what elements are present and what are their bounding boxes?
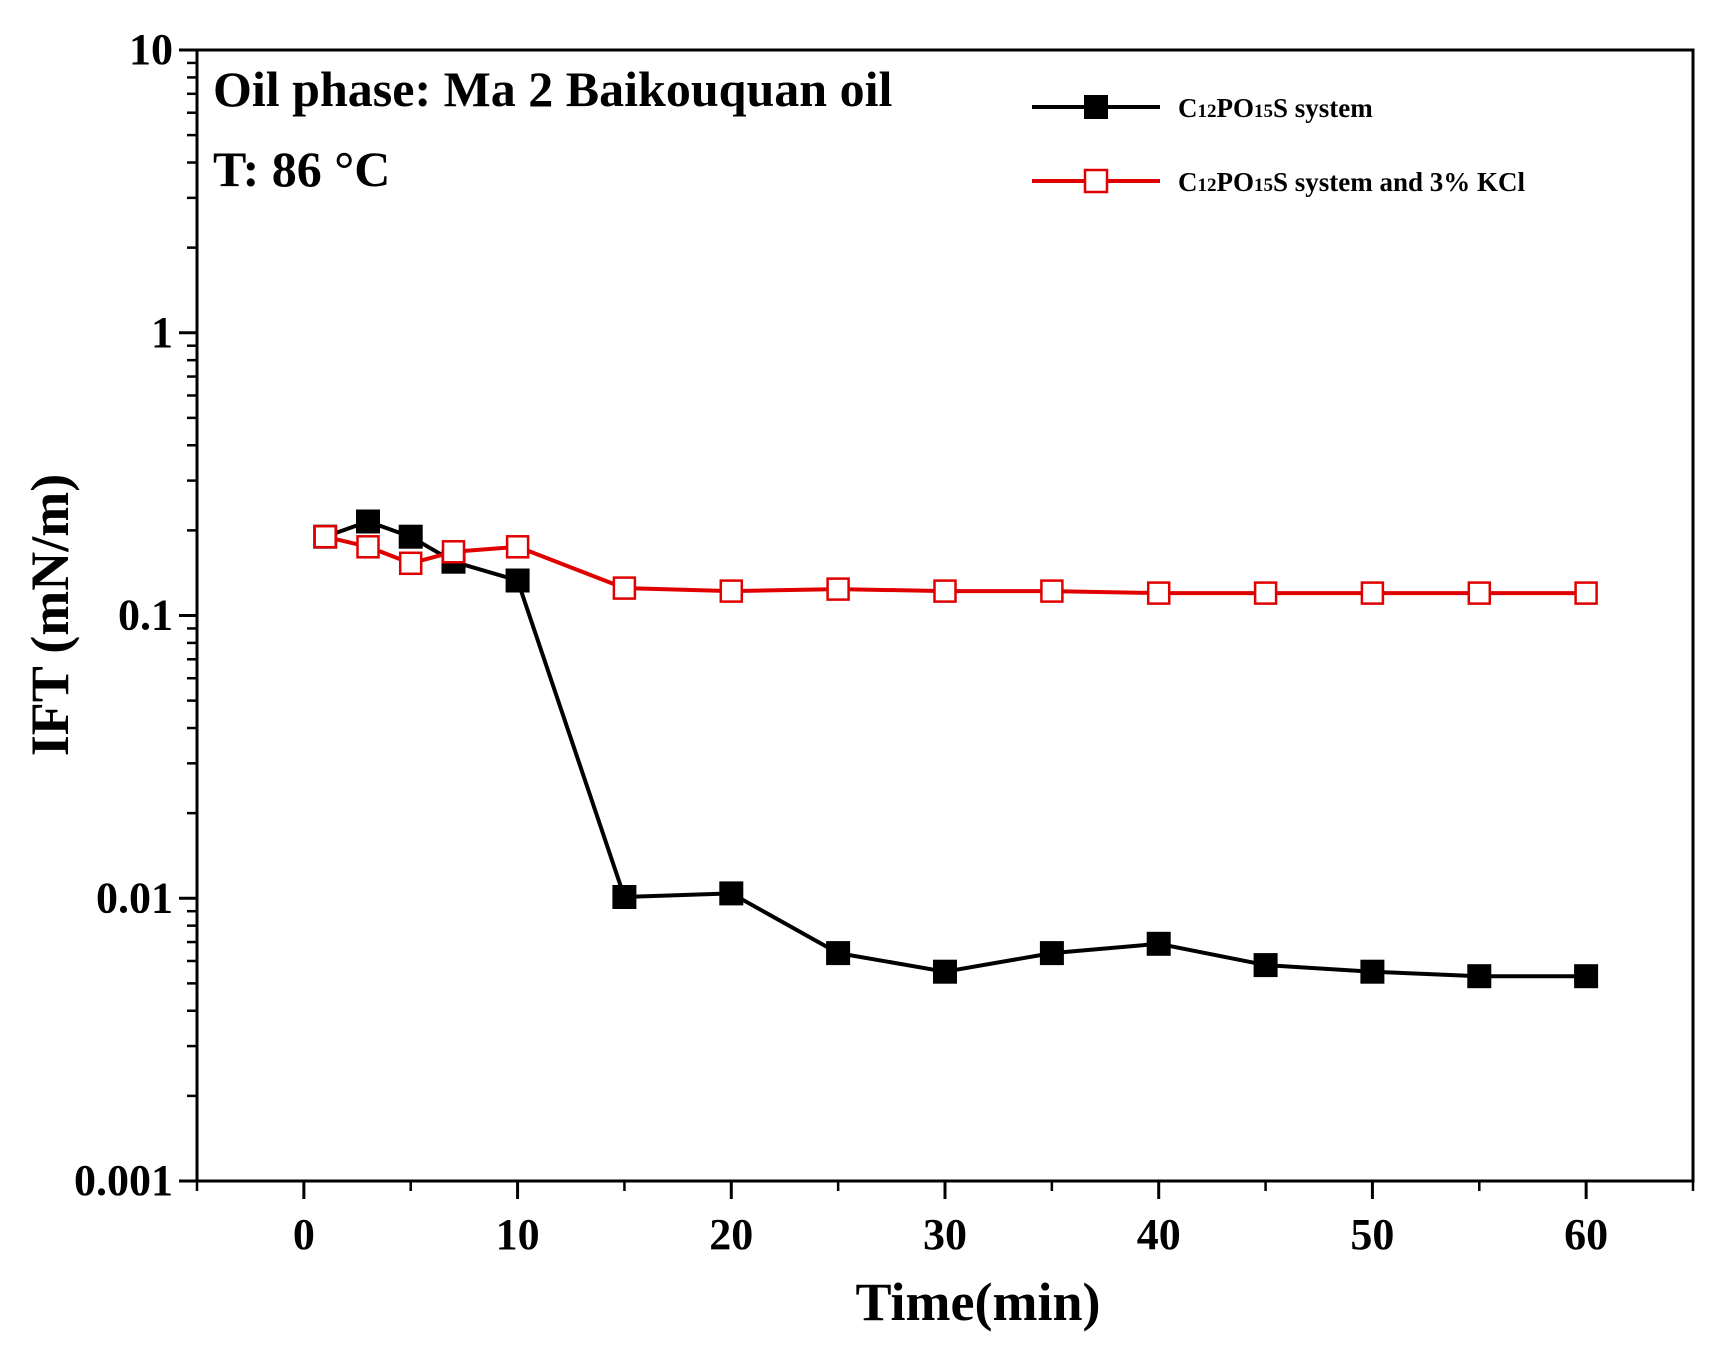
y-tick-label: 1 (151, 308, 173, 357)
y-axis: 0.001 0.01 0.1 1 10 (74, 25, 197, 1205)
data-point (826, 941, 851, 966)
data-point (1039, 941, 1064, 966)
x-tick-label: 60 (1564, 1210, 1608, 1259)
x-axis-label: Time(min) (856, 1272, 1101, 1332)
data-point (719, 881, 744, 906)
data-point (1467, 964, 1492, 989)
y-tick-label: 0.1 (118, 591, 173, 640)
data-point (1574, 964, 1599, 989)
x-axis: 0 10 20 30 40 50 60 (195, 1181, 1695, 1259)
x-tick-label: 40 (1137, 1210, 1181, 1259)
x-tick-label: 20 (709, 1210, 753, 1259)
data-point (1253, 581, 1278, 605)
legend-marker-c12po15s-kcl (1083, 168, 1109, 194)
data-point (356, 509, 380, 534)
y-tick-label: 0.001 (74, 1156, 173, 1205)
data-point (1146, 931, 1171, 956)
data-point (441, 540, 466, 564)
data-point (1040, 579, 1064, 603)
legend-label-c12po15s-kcl: C12PO15S system and 3% KCl (1178, 167, 1526, 197)
series-0 (313, 509, 1599, 989)
annotation-temperature: T: 86 °C (213, 141, 390, 197)
x-tick-label: 10 (496, 1210, 540, 1259)
x-tick-label: 30 (923, 1210, 967, 1259)
x-tick-label: 0 (293, 1210, 315, 1259)
x-tick-label: 50 (1350, 1210, 1394, 1259)
data-point (933, 959, 957, 984)
series-1 (313, 524, 1598, 605)
data-point (356, 535, 380, 559)
data-point (1467, 581, 1492, 605)
y-axis-label: IFT (mN/m) (20, 474, 80, 756)
legend-label-c12po15s: C12PO15S system (1178, 93, 1373, 123)
data-point (933, 579, 957, 603)
annotation-oil-phase: Oil phase: Ma 2 Baikouquan oil (213, 61, 892, 117)
y-tick-label: 0.01 (96, 873, 173, 922)
y-tick-label: 10 (129, 25, 173, 74)
legend-marker-c12po15s (1084, 95, 1108, 119)
data-point (398, 524, 423, 549)
data-point (612, 576, 637, 600)
data-point (1253, 953, 1278, 978)
data-point (1360, 581, 1385, 605)
data-point (719, 579, 744, 603)
data-point (826, 577, 850, 601)
data-point (1146, 581, 1171, 605)
data-point (1574, 581, 1598, 605)
data-point (612, 885, 637, 909)
series-layer (313, 509, 1599, 989)
data-point (398, 551, 423, 576)
legend: C12PO15S system C12PO15S system and 3% K… (1032, 93, 1526, 197)
data-point (505, 535, 530, 559)
plot-frame (195, 48, 1695, 1183)
data-point (1360, 959, 1385, 984)
data-point (505, 568, 530, 593)
data-point (313, 524, 337, 549)
